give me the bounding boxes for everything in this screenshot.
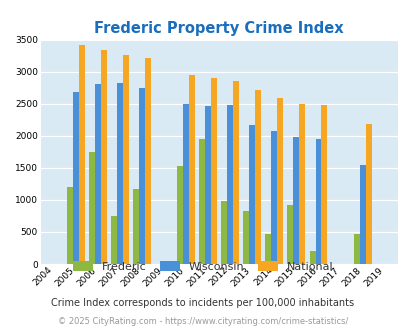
Bar xyxy=(287,205,293,264)
Bar xyxy=(321,105,326,264)
Bar xyxy=(265,234,271,264)
Legend: Frederic, Wisconsin, National: Frederic, Wisconsin, National xyxy=(68,257,337,277)
Bar xyxy=(211,78,217,264)
Bar xyxy=(73,92,79,264)
Bar xyxy=(189,75,195,264)
Bar xyxy=(271,131,277,264)
Bar xyxy=(298,104,305,264)
Bar xyxy=(139,88,145,264)
Bar xyxy=(277,98,283,264)
Bar xyxy=(364,124,371,264)
Bar xyxy=(145,58,151,264)
Bar xyxy=(79,45,85,264)
Text: Crime Index corresponds to incidents per 100,000 inhabitants: Crime Index corresponds to incidents per… xyxy=(51,298,354,308)
Bar xyxy=(117,83,123,264)
Bar xyxy=(67,187,73,264)
Bar xyxy=(255,90,260,264)
Bar xyxy=(221,202,227,264)
Bar xyxy=(249,124,255,264)
Bar xyxy=(133,189,139,264)
Bar xyxy=(123,55,129,264)
Bar xyxy=(227,105,232,264)
Bar xyxy=(89,152,95,264)
Bar xyxy=(205,106,211,264)
Bar xyxy=(359,165,364,264)
Bar xyxy=(177,166,183,264)
Bar xyxy=(101,50,107,264)
Bar xyxy=(183,104,189,264)
Bar xyxy=(243,211,249,264)
Title: Frederic Property Crime Index: Frederic Property Crime Index xyxy=(94,21,343,36)
Bar xyxy=(232,81,239,264)
Bar xyxy=(111,216,117,264)
Bar xyxy=(95,84,101,264)
Bar xyxy=(309,251,315,264)
Bar xyxy=(315,139,321,264)
Bar xyxy=(199,139,205,264)
Text: © 2025 CityRating.com - https://www.cityrating.com/crime-statistics/: © 2025 CityRating.com - https://www.city… xyxy=(58,317,347,326)
Bar xyxy=(353,234,359,264)
Bar xyxy=(293,137,298,264)
